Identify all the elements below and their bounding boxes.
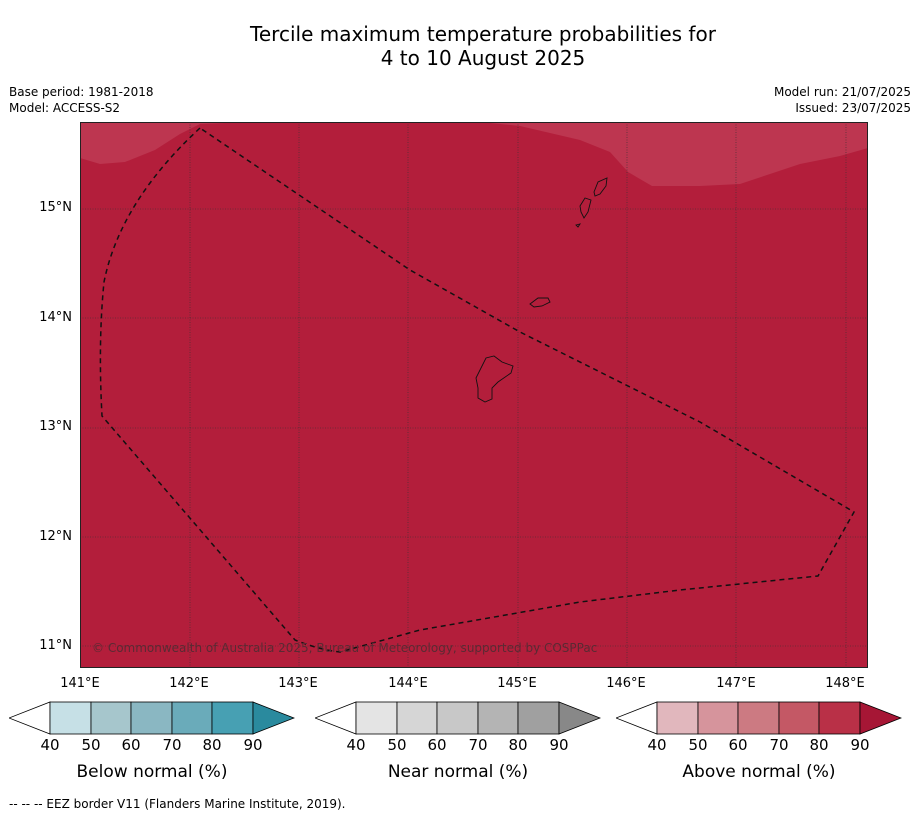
colorbar-segment	[737, 701, 780, 735]
colorbar-segment	[859, 701, 902, 735]
near-tick-50: 50	[387, 736, 407, 754]
map-svg	[80, 122, 868, 668]
above-tick-50: 50	[688, 736, 708, 754]
below-tick-90: 90	[243, 736, 263, 754]
lon-label-146: 146°E	[606, 676, 646, 691]
above-normal-colorbar	[616, 701, 902, 735]
lon-label-148: 148°E	[825, 676, 865, 691]
meta-right: Model run: 21/07/2025 Issued: 23/07/2025	[774, 84, 911, 116]
above-tick-90: 90	[850, 736, 870, 754]
colorbar-segment	[477, 701, 519, 735]
near-tick-80: 80	[508, 736, 528, 754]
light-probability-area-east	[480, 122, 868, 186]
colorbar-segment	[49, 701, 92, 735]
near-tick-60: 60	[427, 736, 447, 754]
above-tick-60: 60	[728, 736, 748, 754]
colorbar-segment	[315, 701, 357, 735]
map-border	[80, 122, 868, 668]
base-period: Base period: 1981-2018	[9, 85, 154, 99]
lon-label-144: 144°E	[388, 676, 428, 691]
colorbar-segment	[171, 701, 213, 735]
below-tick-60: 60	[121, 736, 141, 754]
colorbar-segment	[355, 701, 398, 735]
above-tick-70: 70	[769, 736, 789, 754]
near-normal-title: Near normal (%)	[387, 762, 529, 782]
map-title: Tercile maximum temperature probabilitie…	[0, 22, 919, 70]
rota-island	[529, 297, 551, 308]
colorbar-segment	[252, 701, 295, 735]
below-normal-title: Below normal (%)	[76, 762, 228, 782]
below-tick-80: 80	[202, 736, 222, 754]
lat-label-11: 11°N	[39, 638, 72, 653]
lon-label-147: 147°E	[716, 676, 756, 691]
lon-label-145: 145°E	[497, 676, 537, 691]
colorbar-segment	[211, 701, 254, 735]
near-tick-90: 90	[549, 736, 569, 754]
islands	[475, 177, 608, 403]
colorbar-segment	[517, 701, 560, 735]
guam-island	[475, 355, 514, 403]
below-tick-70: 70	[162, 736, 182, 754]
near-tick-70: 70	[468, 736, 488, 754]
meta-left: Base period: 1981-2018 Model: ACCESS-S2	[9, 84, 154, 116]
map-panel	[80, 122, 868, 668]
colorbar-segment	[130, 701, 173, 735]
colorbar-segment	[616, 701, 658, 735]
lon-label-142: 142°E	[169, 676, 209, 691]
near-normal-colorbar	[315, 701, 601, 735]
lat-label-15: 15°N	[39, 200, 72, 215]
model-run: Model run: 21/07/2025	[773, 85, 911, 99]
below-tick-50: 50	[81, 736, 101, 754]
graticule	[80, 122, 868, 668]
lat-label-12: 12°N	[39, 529, 72, 544]
title-line-2: 4 to 10 August 2025	[380, 46, 586, 70]
issued-date: Issued: 23/07/2025	[795, 101, 911, 115]
colorbar-segment	[656, 701, 699, 735]
above-tick-40: 40	[647, 736, 667, 754]
lon-label-141: 141°E	[60, 676, 100, 691]
colorbar-segment	[9, 701, 51, 735]
light-probability-area-west	[80, 122, 330, 164]
colorbar-segment	[558, 701, 601, 735]
tinian-island	[579, 197, 592, 219]
colorbar-segment	[396, 701, 438, 735]
lat-label-14: 14°N	[39, 310, 72, 325]
eez-border	[99, 127, 856, 653]
model-name: Model: ACCESS-S2	[9, 101, 121, 115]
lat-label-13: 13°N	[39, 419, 72, 434]
saipan-island	[593, 177, 608, 197]
below-normal-colorbar	[9, 701, 295, 735]
aguijan-islet	[575, 223, 582, 228]
lon-label-143: 143°E	[278, 676, 318, 691]
above-normal-title: Above normal (%)	[682, 762, 836, 782]
colorbar-segment	[778, 701, 820, 735]
colorbar-segment	[436, 701, 479, 735]
colorbar-segment	[90, 701, 132, 735]
eez-footnote: -- -- -- EEZ border V11 (Flanders Marine…	[9, 797, 346, 811]
copyright-text: © Commonwealth of Australia 2025, Bureau…	[92, 641, 598, 655]
probability-fill	[80, 122, 868, 668]
above-tick-80: 80	[809, 736, 829, 754]
title-line-1: Tercile maximum temperature probabilitie…	[250, 22, 716, 46]
colorbar-segment	[697, 701, 739, 735]
colorbar-segment	[818, 701, 861, 735]
below-tick-40: 40	[40, 736, 60, 754]
near-tick-40: 40	[346, 736, 366, 754]
